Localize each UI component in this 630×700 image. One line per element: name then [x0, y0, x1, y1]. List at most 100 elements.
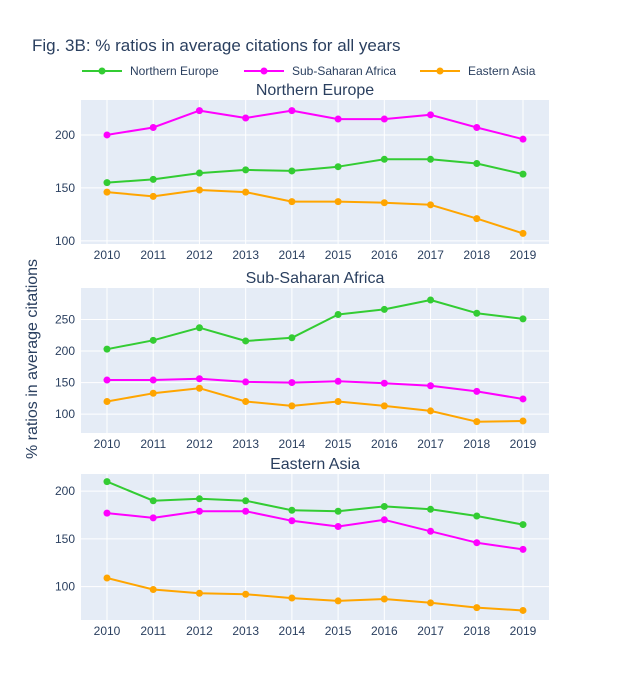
data-point-sub-saharan-africa: [242, 114, 250, 122]
data-point-eastern-asia: [242, 397, 250, 405]
plot-area: [81, 100, 549, 244]
data-point-northern-europe: [380, 155, 388, 163]
data-point-northern-europe: [103, 478, 111, 486]
data-point-sub-saharan-africa: [334, 377, 342, 385]
plot-area: [81, 288, 549, 433]
y-tick-label: 100: [55, 407, 75, 421]
data-point-eastern-asia: [473, 604, 481, 612]
x-tick-label: 2012: [186, 437, 213, 451]
data-point-northern-europe: [242, 337, 250, 345]
subplots: 100 150 200 2010 2011 2012 2013 2014 2015 2016 201…: [55, 82, 549, 638]
data-point-eastern-asia: [427, 599, 435, 607]
x-tick-label: 2014: [279, 437, 306, 451]
data-point-sub-saharan-africa: [380, 115, 388, 123]
x-tick-label: 2015: [325, 437, 352, 451]
data-point-sub-saharan-africa: [380, 516, 388, 524]
data-point-eastern-asia: [242, 590, 250, 598]
x-tick-label: 2016: [371, 437, 398, 451]
x-tick-label: 2015: [325, 624, 352, 638]
x-tick-label: 2013: [232, 437, 259, 451]
data-point-eastern-asia: [195, 589, 203, 597]
legend: Northern Europe Sub-Saharan Africa Eastern…: [82, 64, 536, 78]
y-tick-label: 200: [55, 344, 75, 358]
x-tick-label: 2017: [417, 624, 444, 638]
subplot-title: Eastern Asia: [270, 456, 360, 473]
data-point-sub-saharan-africa: [288, 517, 296, 525]
series-line-northern-europe: [106, 480, 524, 526]
data-point-sub-saharan-africa: [288, 379, 296, 387]
legend-label-northern-europe: Northern Europe: [130, 64, 219, 78]
x-tick-label: 2016: [371, 624, 398, 638]
data-point-sub-saharan-africa: [242, 378, 250, 386]
x-tick-label: 2010: [94, 437, 121, 451]
y-tick-label: 200: [55, 484, 75, 498]
data-point-northern-europe: [195, 495, 203, 503]
data-point-northern-europe: [380, 305, 388, 313]
data-point-northern-europe: [473, 160, 481, 168]
data-point-sub-saharan-africa: [519, 135, 527, 143]
data-point-eastern-asia: [427, 407, 435, 415]
x-tick-label: 2019: [510, 624, 537, 638]
data-point-northern-europe: [519, 170, 527, 178]
data-point-northern-europe: [427, 505, 435, 513]
data-point-northern-europe: [473, 309, 481, 317]
data-point-northern-europe: [519, 521, 527, 529]
data-point-eastern-asia: [380, 595, 388, 603]
data-point-northern-europe: [519, 315, 527, 323]
series-line-eastern-asia: [106, 577, 524, 612]
x-tick-label: 2015: [325, 248, 352, 262]
data-point-eastern-asia: [103, 188, 111, 196]
y-axis-label: % ratios in average citations: [24, 259, 41, 459]
y-tick-label: 150: [55, 376, 75, 390]
data-point-eastern-asia: [334, 397, 342, 405]
data-point-sub-saharan-africa: [473, 539, 481, 547]
data-point-northern-europe: [149, 175, 157, 183]
y-tick-label: 150: [55, 532, 75, 546]
x-tick-label: 2013: [232, 248, 259, 262]
data-point-eastern-asia: [380, 199, 388, 207]
x-tick-label: 2010: [94, 248, 121, 262]
x-tick-label: 2016: [371, 248, 398, 262]
subplot-title: Northern Europe: [256, 82, 374, 99]
data-point-sub-saharan-africa: [103, 376, 111, 384]
legend-label-eastern-asia: Eastern Asia: [468, 64, 536, 78]
data-point-northern-europe: [427, 296, 435, 304]
data-point-sub-saharan-africa: [427, 527, 435, 535]
data-point-sub-saharan-africa: [427, 382, 435, 390]
data-point-eastern-asia: [103, 574, 111, 582]
data-point-sub-saharan-africa: [334, 522, 342, 530]
data-point-sub-saharan-africa: [380, 379, 388, 387]
x-tick-label: 2018: [463, 624, 490, 638]
data-point-eastern-asia: [195, 186, 203, 194]
data-point-eastern-asia: [519, 606, 527, 614]
data-point-northern-europe: [103, 345, 111, 353]
data-point-northern-europe: [334, 163, 342, 171]
y-tick-label: 150: [55, 181, 75, 195]
data-point-northern-europe: [195, 169, 203, 177]
data-point-eastern-asia: [427, 201, 435, 209]
data-point-eastern-asia: [149, 389, 157, 397]
subplot-eastern-asia: 100 150 200 2010 2011 2012 2013 2014 2015 2016 201…: [55, 456, 549, 638]
data-point-sub-saharan-africa: [473, 124, 481, 132]
x-tick-label: 2017: [417, 437, 444, 451]
data-point-eastern-asia: [288, 402, 296, 410]
data-point-eastern-asia: [380, 402, 388, 410]
y-tick-label: 200: [55, 128, 75, 142]
data-point-northern-europe: [334, 507, 342, 515]
x-tick-label: 2012: [186, 624, 213, 638]
data-point-sub-saharan-africa: [103, 509, 111, 517]
data-point-eastern-asia: [473, 215, 481, 223]
data-point-sub-saharan-africa: [149, 514, 157, 522]
data-point-sub-saharan-africa: [195, 107, 203, 115]
plot-area: [81, 474, 549, 620]
data-point-northern-europe: [473, 512, 481, 520]
data-point-eastern-asia: [242, 188, 250, 196]
data-point-northern-europe: [195, 324, 203, 332]
data-point-eastern-asia: [334, 597, 342, 605]
legend-marker-northern-europe: [98, 67, 106, 75]
x-tick-label: 2011: [140, 248, 166, 262]
series-line-northern-europe: [106, 158, 524, 184]
figure-title: Fig. 3B: % ratios in average citations f…: [32, 36, 401, 55]
series-line-sub-saharan-africa: [107, 377, 524, 400]
x-tick-label: 2010: [94, 624, 121, 638]
